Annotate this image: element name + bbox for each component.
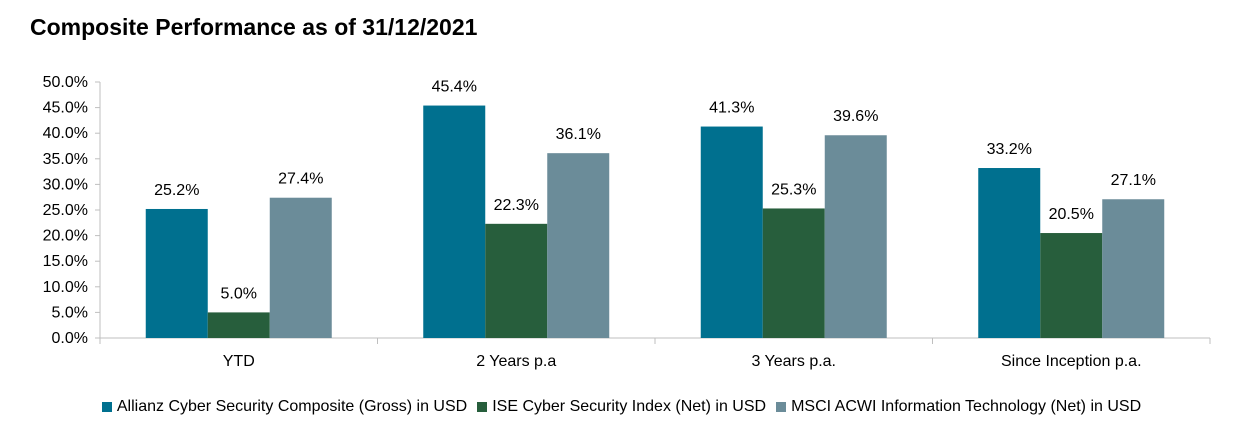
data-label: 27.4% (278, 171, 323, 188)
y-tick-label: 25.0% (43, 202, 88, 219)
y-tick-label: 20.0% (43, 228, 88, 245)
y-tick-label: 45.0% (43, 100, 88, 117)
data-label: 45.4% (432, 79, 477, 96)
bar (1102, 199, 1165, 338)
legend-swatch-msci (776, 402, 787, 412)
x-tick-label: 3 Years p.a. (751, 353, 836, 370)
bar (1040, 233, 1103, 338)
legend-item-msci: MSCI ACWI Information Technology (Net) i… (776, 398, 1141, 416)
bar (978, 168, 1041, 338)
data-label: 5.0% (221, 285, 257, 302)
data-label: 27.1% (1111, 172, 1156, 189)
legend-swatch-ise (477, 402, 488, 412)
y-tick-label: 30.0% (43, 176, 88, 193)
data-label: 20.5% (1049, 206, 1094, 223)
x-tick-label: 2 Years p.a (476, 353, 556, 370)
x-tick-label: YTD (223, 353, 255, 370)
y-tick-label: 15.0% (43, 253, 88, 270)
legend-item-ise: ISE Cyber Security Index (Net) in USD (477, 398, 766, 416)
y-tick-label: 50.0% (43, 74, 88, 91)
legend-label-allianz: Allianz Cyber Security Composite (Gross)… (116, 398, 468, 415)
bar (762, 208, 825, 338)
x-tick-label: Since Inception p.a. (1001, 353, 1142, 370)
data-label: 25.2% (154, 182, 199, 199)
bar (423, 105, 486, 338)
bar (824, 135, 887, 338)
bar (547, 153, 610, 338)
legend-item-allianz: Allianz Cyber Security Composite (Gross)… (101, 398, 468, 416)
y-tick-label: 5.0% (52, 304, 88, 321)
bar (700, 126, 763, 338)
bar (145, 208, 208, 338)
bar (269, 197, 332, 338)
data-label: 33.2% (987, 141, 1032, 158)
data-label: 25.3% (771, 181, 816, 198)
chart-title: Composite Performance as of 31/12/2021 (30, 14, 478, 40)
chart-legend: Allianz Cyber Security Composite (Gross)… (0, 398, 1243, 416)
y-tick-label: 10.0% (43, 279, 88, 296)
data-label: 36.1% (556, 126, 601, 143)
legend-swatch-allianz (101, 402, 112, 412)
bar (207, 312, 270, 338)
legend-label-msci: MSCI ACWI Information Technology (Net) i… (791, 398, 1142, 415)
data-label: 41.3% (709, 100, 754, 117)
data-label: 22.3% (494, 197, 539, 214)
y-tick-label: 35.0% (43, 151, 88, 168)
legend-label-ise: ISE Cyber Security Index (Net) in USD (492, 398, 767, 415)
y-tick-label: 0.0% (52, 330, 88, 347)
y-tick-label: 40.0% (43, 125, 88, 142)
data-label: 39.6% (833, 108, 878, 125)
bar (485, 223, 548, 338)
